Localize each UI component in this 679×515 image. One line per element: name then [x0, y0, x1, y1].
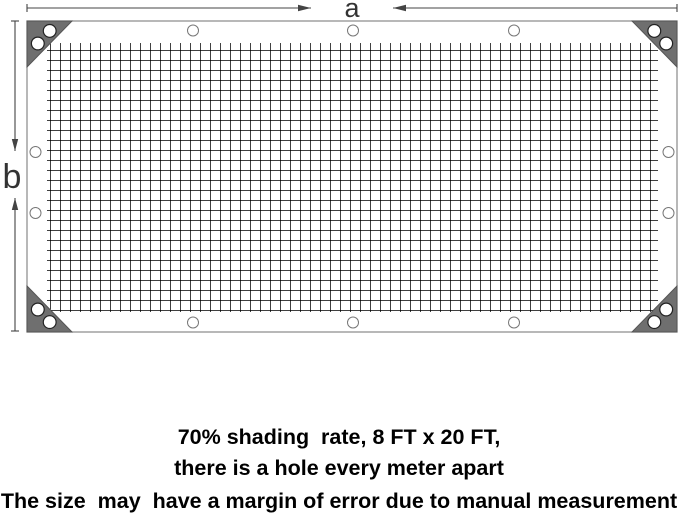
svg-text:The size may have a margin o: The size may have a margin of error due … [1, 489, 677, 513]
svg-text:b: b [3, 158, 22, 196]
svg-text:a: a [344, 0, 360, 23]
svg-text:70% shading rate, 8 FT x 20 F: 70% shading rate, 8 FT x 20 FT, [178, 425, 501, 449]
svg-text:there is a hole every meter ap: there is a hole every meter apart [174, 456, 504, 480]
